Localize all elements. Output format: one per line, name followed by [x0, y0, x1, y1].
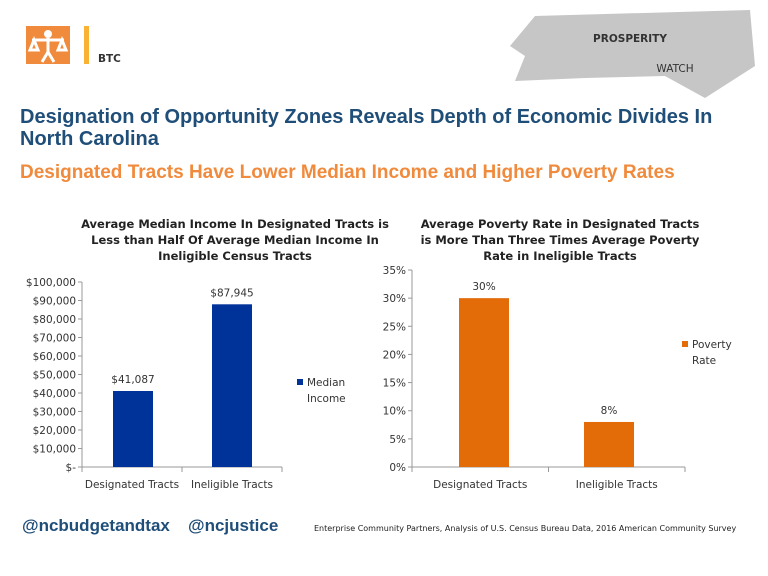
y-tick-label: 15%: [383, 378, 406, 390]
y-tick-label: 35%: [383, 265, 406, 277]
x-tick-label: Designated Tracts: [433, 479, 527, 491]
y-tick-label: $50,000: [33, 370, 76, 382]
legend-swatch: [297, 379, 303, 385]
y-tick-label: $20,000: [33, 425, 76, 437]
y-tick-label: 10%: [383, 406, 406, 418]
legend-label-line2: Income: [307, 393, 346, 405]
y-tick-label: $70,000: [33, 333, 76, 345]
legend-label-line1: Poverty: [692, 339, 732, 351]
chart1-title: Average Median Income In Designated Trac…: [81, 217, 389, 263]
y-tick-label: $60,000: [33, 351, 76, 363]
chart2-title: Average Poverty Rate in Designated Tract…: [420, 217, 700, 263]
bar: [212, 304, 252, 467]
svg-text:WATCH: WATCH: [656, 63, 693, 75]
y-tick-label: 25%: [383, 321, 406, 333]
y-tick-label: $40,000: [33, 388, 76, 400]
btc-logo: BTC: [26, 26, 121, 65]
page-subtitle: Designated Tracts Have Lower Median Inco…: [20, 162, 675, 183]
data-label: $41,087: [111, 374, 154, 386]
legend-label-line1: Median: [307, 377, 345, 389]
y-tick-label: $-: [66, 462, 77, 474]
y-tick-label: $10,000: [33, 444, 76, 456]
bar: [459, 298, 509, 467]
data-label: $87,945: [210, 287, 253, 299]
y-tick-label: 5%: [389, 434, 406, 446]
prosperity-watch-logo: PROSPERITY WATCH: [510, 10, 755, 98]
bar: [113, 390, 153, 467]
legend-label-line2: Rate: [692, 355, 716, 367]
page-title: Designation of Opportunity Zones Reveals…: [20, 106, 713, 150]
y-tick-label: 30%: [383, 293, 406, 305]
y-tick-label: $100,000: [26, 277, 76, 289]
twitter-handle-justice[interactable]: @ncjustice: [188, 516, 279, 535]
twitter-handle-budget[interactable]: @ncbudgetandtax: [22, 516, 170, 535]
x-tick-label: Ineligible Tracts: [191, 479, 273, 491]
y-tick-label: $80,000: [33, 314, 76, 326]
source-note: Enterprise Community Partners, Analysis …: [314, 524, 737, 533]
y-tick-label: 20%: [383, 349, 406, 361]
y-tick-label: $30,000: [33, 407, 76, 419]
bar: [584, 421, 634, 467]
x-tick-label: Ineligible Tracts: [576, 479, 658, 491]
data-label: 8%: [601, 405, 618, 417]
data-label: 30%: [472, 281, 495, 293]
svg-text:BTC: BTC: [98, 53, 121, 65]
y-tick-label: 0%: [389, 462, 406, 474]
y-tick-label: $90,000: [33, 296, 76, 308]
svg-text:PROSPERITY: PROSPERITY: [593, 33, 667, 45]
legend-swatch: [682, 341, 688, 347]
x-tick-label: Designated Tracts: [85, 479, 179, 491]
